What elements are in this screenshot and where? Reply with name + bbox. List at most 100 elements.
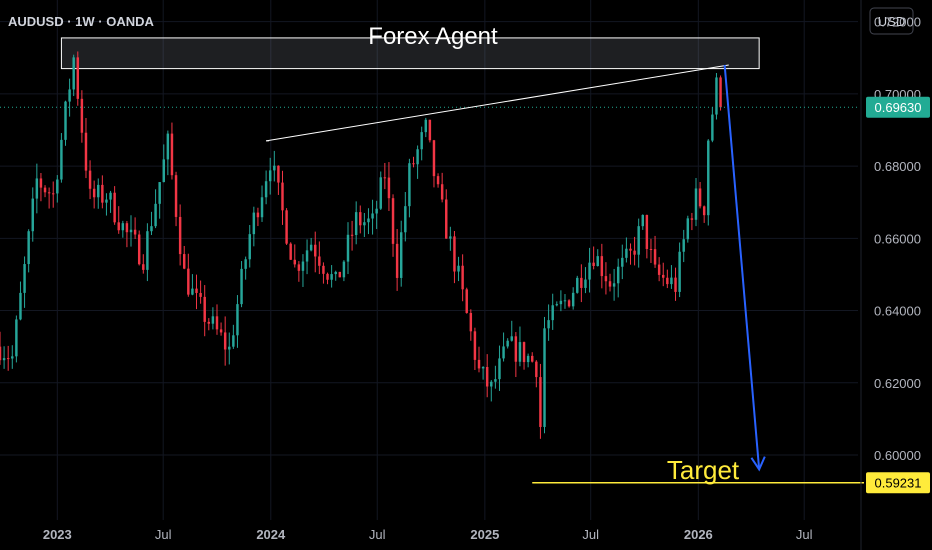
candle-body [219,329,223,333]
price-tick-label: 0.62000 [874,376,921,391]
candle-body [68,89,71,102]
candle-body [457,265,460,272]
candle-body [162,159,165,183]
candle-body [559,300,563,305]
candle-body [698,188,702,207]
candle-body [670,277,673,285]
time-tick-label: 2024 [256,527,286,542]
candle-body [105,199,108,203]
candle-body [215,316,219,330]
candle-body [584,279,587,288]
candle-body [199,292,202,297]
candle-body [191,288,194,295]
candle-body [60,139,63,180]
candle-body [465,289,468,313]
candle-body [72,57,75,90]
candle-body [47,192,51,194]
price-axis[interactable]: USD [860,0,914,550]
candle-body [477,359,481,369]
candle-body [621,257,624,267]
candle-body [522,342,526,363]
candle-body [674,277,677,292]
candle-body [350,234,354,236]
candle-body [657,264,661,275]
candle-body [702,206,706,216]
candle-body [51,193,55,195]
candle-body [248,234,251,260]
current-price-badge: 0.69630 [866,96,930,118]
candle-body [543,328,546,427]
candle-body [481,366,485,369]
candle-body [92,188,96,198]
candle-body [707,140,710,216]
candle-body [588,262,591,280]
projection-arrow[interactable] [723,64,761,470]
candle-body [121,223,125,231]
candles [0,51,722,439]
currency-button[interactable] [869,7,914,35]
candle-body [412,163,415,165]
candle-body [2,358,6,361]
candle-body [690,218,694,220]
candle-body [580,277,583,288]
candle-body [649,248,653,250]
candle-body [531,355,534,362]
candle-body [686,218,690,240]
time-tick-label: Jul [155,527,172,542]
drawings[interactable] [0,64,864,484]
candle-body [424,119,428,133]
candle-body [510,336,513,341]
candle-body [666,277,669,285]
candle-body [109,192,112,200]
candle-body [277,165,280,183]
candle-body [432,140,436,177]
target-price-badge: 0.59231 [866,472,930,494]
candle-body [19,292,22,320]
current-price-value: 0.69630 [875,100,922,115]
candle-body [297,264,301,271]
candle-body [318,256,321,266]
candle-body [178,216,182,255]
candle-body [232,335,235,347]
currency-label[interactable]: USD [878,14,905,29]
candle-body [27,231,30,265]
candle-body [260,197,264,218]
candle-body [453,236,456,272]
candle-body [154,203,157,227]
trendline[interactable] [266,64,729,142]
candle-body [719,77,722,108]
time-tick-label: Jul [796,527,813,542]
candle-body [404,206,407,233]
candle-body [449,236,452,239]
candle-body [571,292,575,307]
candle-body [322,265,325,274]
candle-body [473,331,477,360]
time-tick-label: 2026 [684,527,713,542]
candle-body [268,170,272,182]
candle-body [244,259,247,269]
price-tick-label: 0.60000 [874,448,921,463]
candle-body [129,229,133,233]
candle-body [146,231,149,270]
candle-body [551,305,554,321]
candle-body [11,356,14,359]
candle-body [387,177,391,199]
symbol-label[interactable]: AUDUSD · 1W · OANDA [8,14,154,29]
zone-rect[interactable] [60,37,760,70]
candle-body [363,222,366,226]
candle-body [293,259,297,265]
candle-body [84,132,88,171]
candle-body [346,234,350,262]
candle-body [207,321,211,324]
candle-body [80,98,84,133]
resistance-zone[interactable] [60,37,760,70]
candle-body [375,208,378,214]
candle-body [203,296,206,322]
candle-body [637,226,640,255]
candle-body [64,101,67,140]
candle-body [612,283,616,287]
candle-body [518,342,522,362]
candle-body [383,177,387,179]
candle-body [142,264,145,270]
